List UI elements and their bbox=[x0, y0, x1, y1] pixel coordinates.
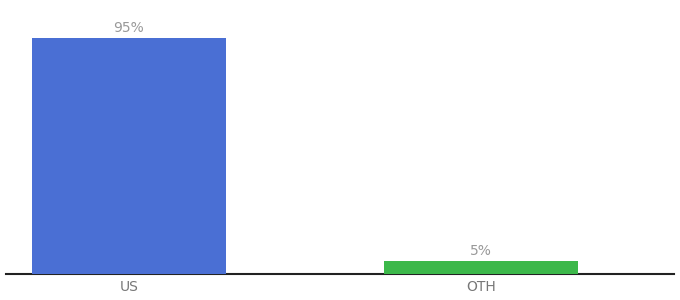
Bar bbox=[32, 38, 226, 274]
Text: 95%: 95% bbox=[114, 21, 144, 35]
Text: 5%: 5% bbox=[470, 244, 492, 258]
Bar bbox=[384, 261, 577, 274]
